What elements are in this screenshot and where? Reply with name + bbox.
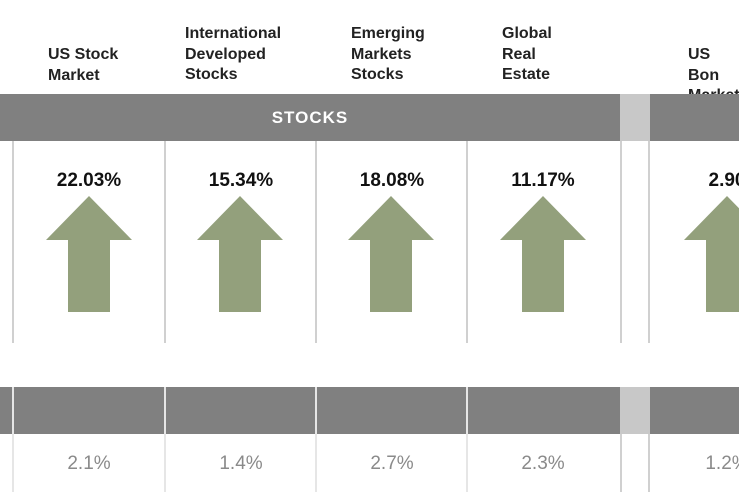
column-divider (164, 141, 166, 343)
return-value-global-real-estate: 11.17% (511, 170, 575, 191)
header-band-gap (620, 94, 650, 141)
up-arrow-icon (348, 196, 434, 312)
column-divider (315, 387, 317, 492)
column-label-global-real-estate: Global Real Estate (502, 25, 552, 83)
column-divider (466, 141, 468, 343)
up-arrow-icon (684, 196, 739, 312)
return-value-us-bond-market: 2.90 (708, 170, 739, 191)
column-label-emerging-markets-stocks: Emerging Markets Stocks (351, 25, 425, 83)
column-gap (620, 141, 650, 343)
return-value-international-developed-stocks: 15.34% (208, 170, 274, 191)
stocks-group-label: STOCKS (271, 108, 349, 127)
column-gap (620, 434, 650, 492)
bottom-value-international-developed-stocks: 1.4% (219, 453, 263, 474)
lower-band-gap (620, 387, 650, 434)
bottom-value-emerging-markets-stocks: 2.7% (370, 453, 414, 474)
column-divider (315, 141, 317, 343)
bottom-value-us-stock-market: 2.1% (67, 453, 111, 474)
up-arrow-icon (46, 196, 132, 312)
column-divider (12, 387, 14, 492)
bottom-value-us-bond-market: 1.2% (705, 453, 739, 474)
up-arrow-icon (500, 196, 586, 312)
lower-header-band (0, 387, 739, 434)
up-arrow-icon (197, 196, 283, 312)
column-divider (12, 141, 14, 343)
return-value-us-stock-market: 22.03% (56, 170, 122, 191)
column-label-us-stock-market: US Stock Market (48, 46, 119, 84)
column-divider (164, 387, 166, 492)
column-label-international-developed-stocks: International Developed Stocks (185, 25, 282, 83)
column-divider (466, 387, 468, 492)
bottom-value-global-real-estate: 2.3% (521, 453, 565, 474)
return-value-emerging-markets-stocks: 18.08% (359, 170, 425, 191)
stocks-header-band (0, 94, 739, 141)
